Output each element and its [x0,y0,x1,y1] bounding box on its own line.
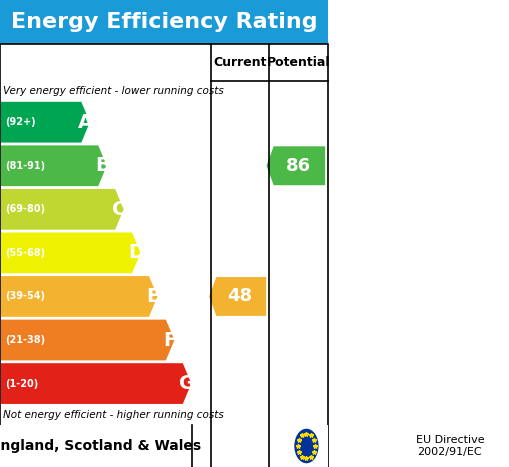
Text: E: E [146,287,159,306]
Polygon shape [1,233,140,273]
Text: (55-68): (55-68) [5,248,45,258]
Circle shape [294,429,319,463]
Text: G: G [179,374,195,393]
Text: 86: 86 [286,157,311,175]
Text: (39-54): (39-54) [5,291,45,301]
Text: (69-80): (69-80) [5,205,45,214]
Text: (92+): (92+) [5,117,36,127]
Polygon shape [266,146,325,185]
Text: D: D [128,243,144,262]
Text: A: A [78,113,93,132]
Text: Very energy efficient - lower running costs: Very energy efficient - lower running co… [3,85,223,96]
Polygon shape [1,276,157,317]
Text: Not energy efficient - higher running costs: Not energy efficient - higher running co… [3,410,223,420]
Text: (81-91): (81-91) [5,161,45,171]
Text: Potential: Potential [267,56,330,69]
Polygon shape [1,145,107,186]
FancyBboxPatch shape [0,425,328,467]
Text: Current: Current [213,56,267,69]
Text: (1-20): (1-20) [5,379,38,389]
FancyBboxPatch shape [0,0,328,44]
Text: 48: 48 [228,288,253,305]
Text: Energy Efficiency Rating: Energy Efficiency Rating [11,12,317,32]
Text: B: B [95,156,109,175]
Text: England, Scotland & Wales: England, Scotland & Wales [0,439,201,453]
Text: EU Directive
2002/91/EC: EU Directive 2002/91/EC [415,435,484,457]
Polygon shape [1,189,124,230]
Text: C: C [112,200,126,219]
Polygon shape [209,277,266,316]
Polygon shape [1,319,175,361]
Polygon shape [1,363,191,404]
Text: (21-38): (21-38) [5,335,45,345]
Text: F: F [163,331,177,349]
Polygon shape [1,102,90,142]
